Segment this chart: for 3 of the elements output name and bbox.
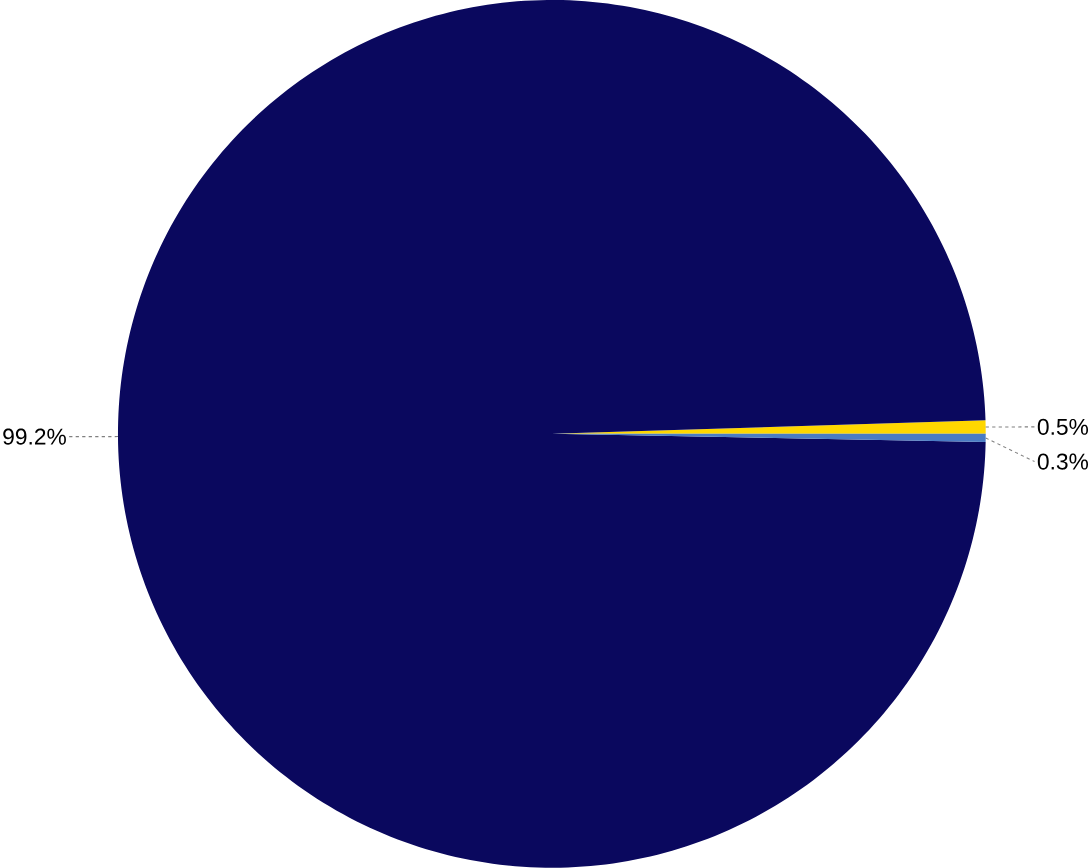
data-label: 0.3% (1037, 453, 1089, 470)
data-label: 99.2% (3, 428, 66, 445)
data-label: 0.5% (1037, 418, 1089, 436)
